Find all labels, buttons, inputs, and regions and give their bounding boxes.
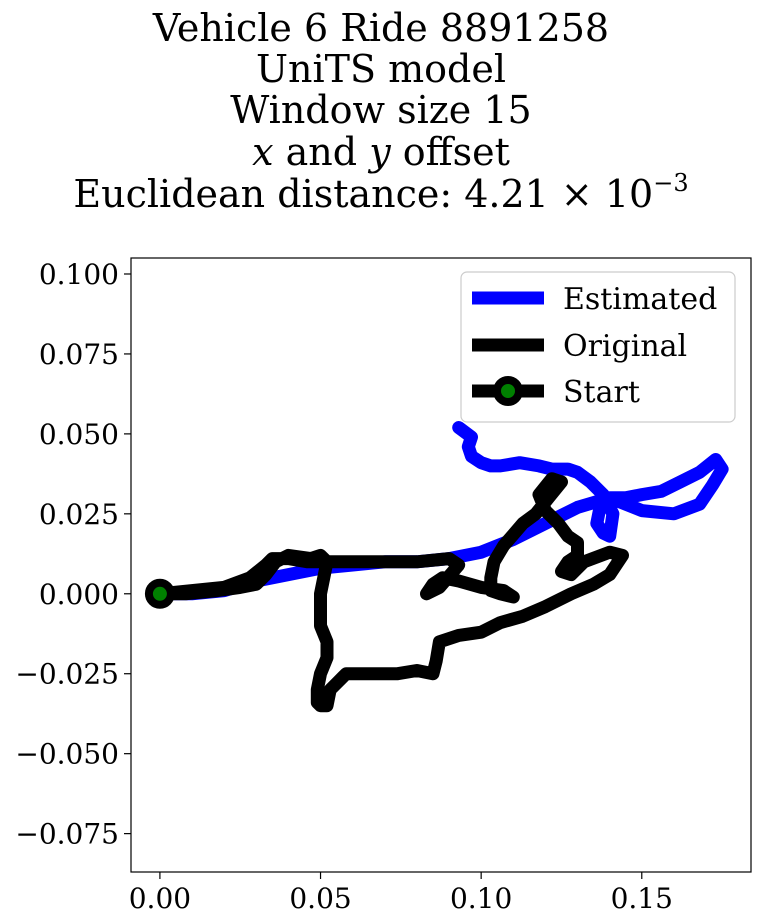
x-tick-label: 0.00: [129, 882, 191, 915]
series-layer: [144, 421, 729, 713]
title-line-3: Window size 15: [230, 88, 532, 132]
plot-frame: [130, 257, 752, 873]
legend-label-estimated: Estimated: [563, 282, 717, 317]
title-line-5: Euclidean distance: 4.21 × 10−3: [0, 169, 758, 216]
y-tick-label: 0.000: [39, 578, 119, 611]
legend-swatch-start-marker: [493, 376, 523, 406]
y-tick-label: 0.075: [39, 338, 119, 371]
title-exponent: −3: [653, 169, 689, 197]
title-line-4: x and y offset: [0, 130, 758, 174]
title-var-y: y: [369, 130, 391, 174]
y-tick-label: 0.025: [39, 498, 119, 531]
axis-layer: 0.00 0.05 0.10 0.15 0.100 0.075 0.050 0.025 0.00…: [15, 258, 673, 915]
series-line-estimated: [153, 421, 729, 601]
title-line-2: UniTS model: [256, 47, 506, 91]
y-tick-label: 0.100: [39, 258, 119, 291]
x-tick-label: 0.05: [289, 882, 351, 915]
legend-label-start: Start: [563, 375, 640, 410]
x-tick-label: 0.15: [611, 882, 673, 915]
legend-label-original: Original: [563, 329, 687, 364]
x-tick-label: 0.10: [450, 882, 512, 915]
title-offset: offset: [402, 130, 510, 174]
y-tick-label: −0.075: [15, 818, 119, 851]
y-tick-label: −0.050: [15, 738, 119, 771]
title-and: and: [285, 130, 358, 174]
start-marker: [144, 578, 175, 609]
legend: Estimated Original Start: [460, 271, 736, 423]
y-tick-label: 0.050: [39, 418, 119, 451]
y-tick-label: −0.025: [15, 658, 119, 691]
title-distance: Euclidean distance: 4.21 × 10: [73, 172, 654, 216]
series-line-original: [153, 472, 629, 713]
title-var-x: x: [252, 130, 274, 174]
title-line-1: Vehicle 6 Ride 8891258: [152, 6, 610, 50]
